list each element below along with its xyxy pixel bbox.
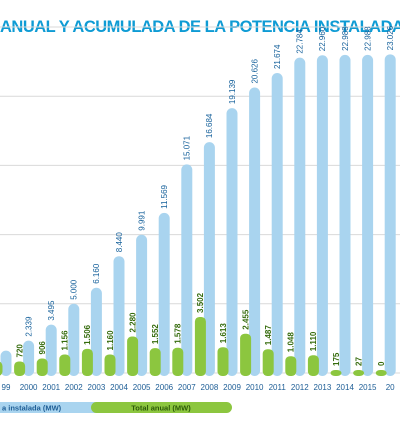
annual-bar — [217, 347, 229, 376]
x-tick-label: 2011 — [269, 383, 287, 392]
cumulative-bar — [339, 54, 351, 377]
cumulative-value-label: 21.674 — [273, 44, 282, 69]
cumulative-bar — [362, 54, 374, 377]
cumulative-bar — [68, 303, 80, 376]
cumulative-bar — [158, 212, 170, 376]
x-tick-label: 2013 — [314, 383, 332, 392]
annual-bar — [353, 370, 365, 376]
annual-bar — [375, 370, 387, 376]
annual-value-label: 1.578 — [174, 323, 183, 344]
annual-value-label: 1.506 — [83, 324, 92, 345]
cumulative-bar — [271, 73, 283, 377]
annual-bar — [0, 361, 3, 376]
annual-value-label: 720 — [15, 344, 24, 358]
annual-bar — [14, 361, 26, 376]
annual-value-label: 1.110 — [309, 331, 318, 351]
annual-value-label: 2.280 — [128, 312, 137, 333]
annual-bar — [330, 370, 342, 376]
cumulative-value-label: 8.440 — [115, 232, 124, 253]
cumulative-bar — [316, 55, 328, 376]
cumulative-bar — [23, 340, 35, 376]
x-tick-label: 2010 — [246, 383, 264, 392]
cumulative-value-label: 22.960 — [318, 26, 327, 51]
annual-bar — [59, 354, 71, 376]
annual-value-label: 1.552 — [151, 324, 160, 345]
annual-bar — [149, 348, 161, 376]
cumulative-bar — [249, 87, 261, 376]
annual-value-label: 1.613 — [219, 323, 228, 344]
x-tick-label: 2004 — [110, 383, 128, 392]
x-tick-label: 2008 — [201, 383, 219, 392]
cumulative-value-label: 20.626 — [250, 59, 259, 84]
x-tick-label: 20 — [386, 383, 395, 392]
annual-bar — [81, 348, 93, 376]
cumulative-bar — [181, 164, 193, 376]
annual-bar — [127, 336, 139, 376]
cumulative-value-label: 16.684 — [205, 113, 214, 138]
cumulative-value-label: 22.784 — [296, 29, 305, 54]
annual-value-label: 0 — [377, 361, 386, 366]
x-tick-label: 2009 — [223, 383, 241, 392]
cumulative-value-label: 11.569 — [160, 184, 169, 208]
annual-value-label: 175 — [332, 352, 341, 366]
annual-value-label: 1.048 — [287, 332, 296, 353]
cumulative-bar — [113, 256, 125, 376]
x-tick-label: 2001 — [42, 383, 60, 392]
cumulative-value-label: 3.495 — [47, 300, 56, 321]
annual-value-label: 3.502 — [196, 292, 205, 313]
cumulative-value-label: 2.339 — [24, 316, 33, 337]
annual-bar — [194, 316, 206, 376]
x-tick-label: 2007 — [178, 383, 196, 392]
annual-value-label: 1.160 — [106, 330, 115, 351]
cumulative-value-label: 23.026 — [386, 25, 395, 50]
legend-label-cumulative: a instalada (MW) — [2, 404, 62, 413]
cumulative-bar — [136, 234, 148, 376]
cumulative-value-label: 19.139 — [228, 79, 237, 104]
cumulative-value-label: 22.988 — [341, 26, 350, 51]
annual-value-label: 906 — [38, 341, 47, 355]
annual-bar — [307, 355, 319, 376]
x-tick-label: 2005 — [133, 383, 151, 392]
annual-bar — [104, 354, 116, 376]
x-tick-label: 2000 — [20, 383, 38, 392]
cumulative-value-label: 22.988 — [363, 26, 372, 51]
x-tick-label: 2015 — [359, 383, 377, 392]
annual-value-label: 2.455 — [241, 309, 250, 330]
cumulative-value-label: 5.000 — [70, 279, 79, 300]
annual-bar — [240, 333, 252, 376]
x-tick-label: 99 — [2, 383, 11, 392]
cumulative-value-label: 15.071 — [183, 135, 192, 160]
cumulative-value-label: 9.991 — [137, 210, 146, 231]
cumulative-bar — [90, 287, 102, 376]
legend-swatch-annual — [91, 402, 232, 413]
cumulative-bar — [45, 324, 57, 376]
cumulative-bar — [384, 54, 396, 376]
annual-value-label: 27 — [354, 357, 363, 366]
cumulative-bar — [226, 108, 238, 376]
cumulative-value-label: 6.160 — [92, 263, 101, 284]
annual-bar — [285, 356, 297, 376]
x-tick-label: 2014 — [336, 383, 354, 392]
annual-value-label: 1.487 — [264, 325, 273, 346]
annual-bar — [36, 358, 48, 376]
cumulative-bar — [203, 142, 215, 376]
x-tick-label: 2003 — [88, 383, 106, 392]
cumulative-bar — [0, 350, 12, 376]
annual-bar — [172, 347, 184, 376]
x-tick-label: 2002 — [65, 383, 83, 392]
legend-label-annual: Total anual (MW) — [131, 404, 191, 413]
x-tick-label: 2012 — [291, 383, 309, 392]
annual-value-label: 1.156 — [61, 330, 70, 351]
annual-bar — [262, 349, 274, 376]
x-tick-label: 2006 — [155, 383, 173, 392]
cumulative-bar — [294, 57, 306, 377]
